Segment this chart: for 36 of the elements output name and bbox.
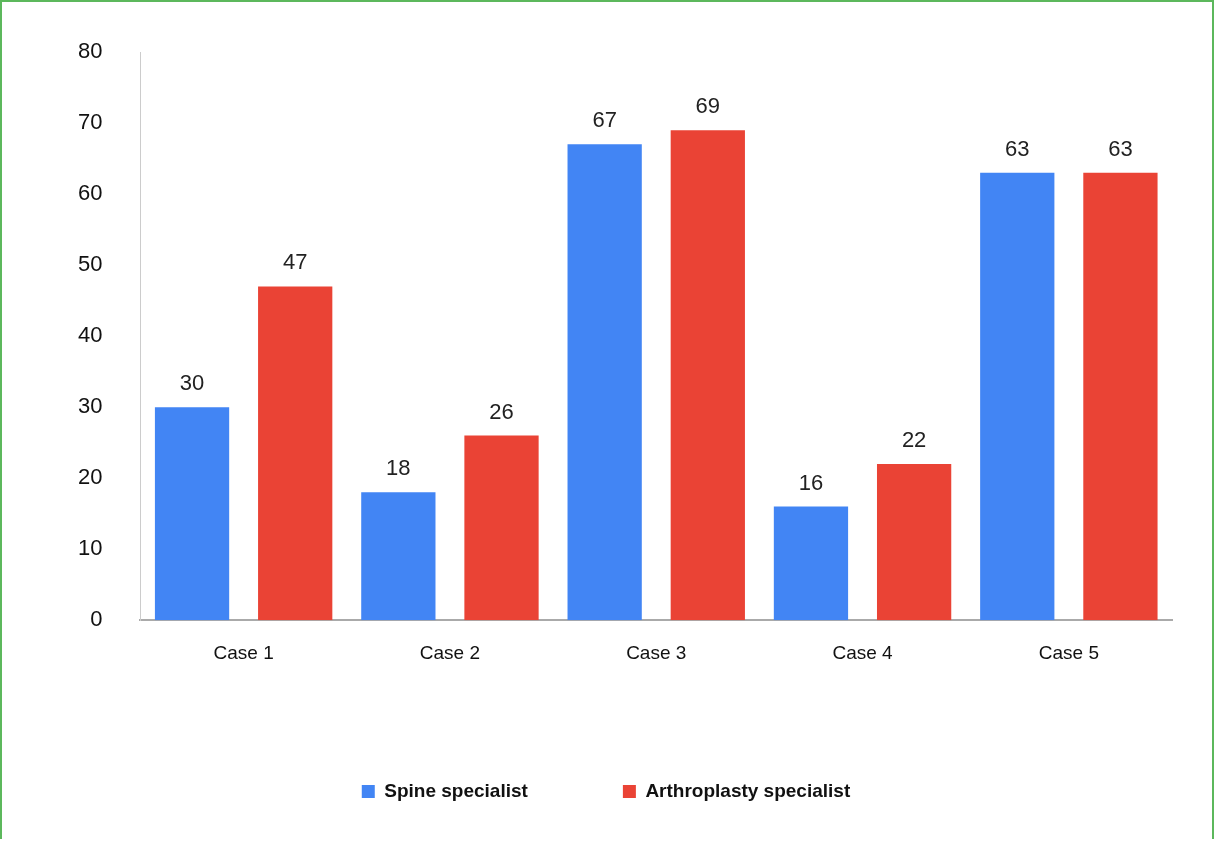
x-tick-label: Case 3 [626,641,687,663]
data-label: 16 [798,469,824,495]
y-tick-label: 60 [77,180,103,206]
y-tick-label: 50 [77,251,103,277]
x-tick-label: Case 1 [213,641,274,663]
y-tick-label: 10 [77,535,103,561]
data-label: 22 [901,427,927,453]
x-tick-label: Case 4 [832,641,894,663]
data-label: 30 [179,370,205,396]
bar [464,435,539,621]
bar [876,463,952,621]
data-label: 63 [1108,135,1133,161]
y-tick-label: 70 [77,109,103,135]
y-tick-label: 0 [90,606,103,632]
y-tick-label: 80 [77,38,103,64]
y-tick-label: 30 [77,393,103,419]
legend-label: Spine specialist [384,779,529,801]
y-tick-label: 20 [77,464,103,490]
bar [154,407,230,621]
y-tick-label: 40 [77,322,103,348]
data-label: 69 [695,93,721,119]
bar [980,172,1055,621]
data-label: 63 [1005,135,1030,161]
x-tick-label: Case 5 [1038,641,1099,663]
legend-label: Arthroplasty specialist [645,779,851,801]
bar [773,506,849,621]
data-label: 67 [592,107,617,133]
x-tick-label: Case 2 [419,641,481,663]
bar [1083,172,1158,621]
data-label: 18 [386,455,411,481]
data-label: 47 [282,249,308,275]
bar [258,286,333,621]
bar [670,130,745,621]
bar [361,492,436,621]
bar [567,144,642,621]
data-label: 26 [489,398,514,424]
